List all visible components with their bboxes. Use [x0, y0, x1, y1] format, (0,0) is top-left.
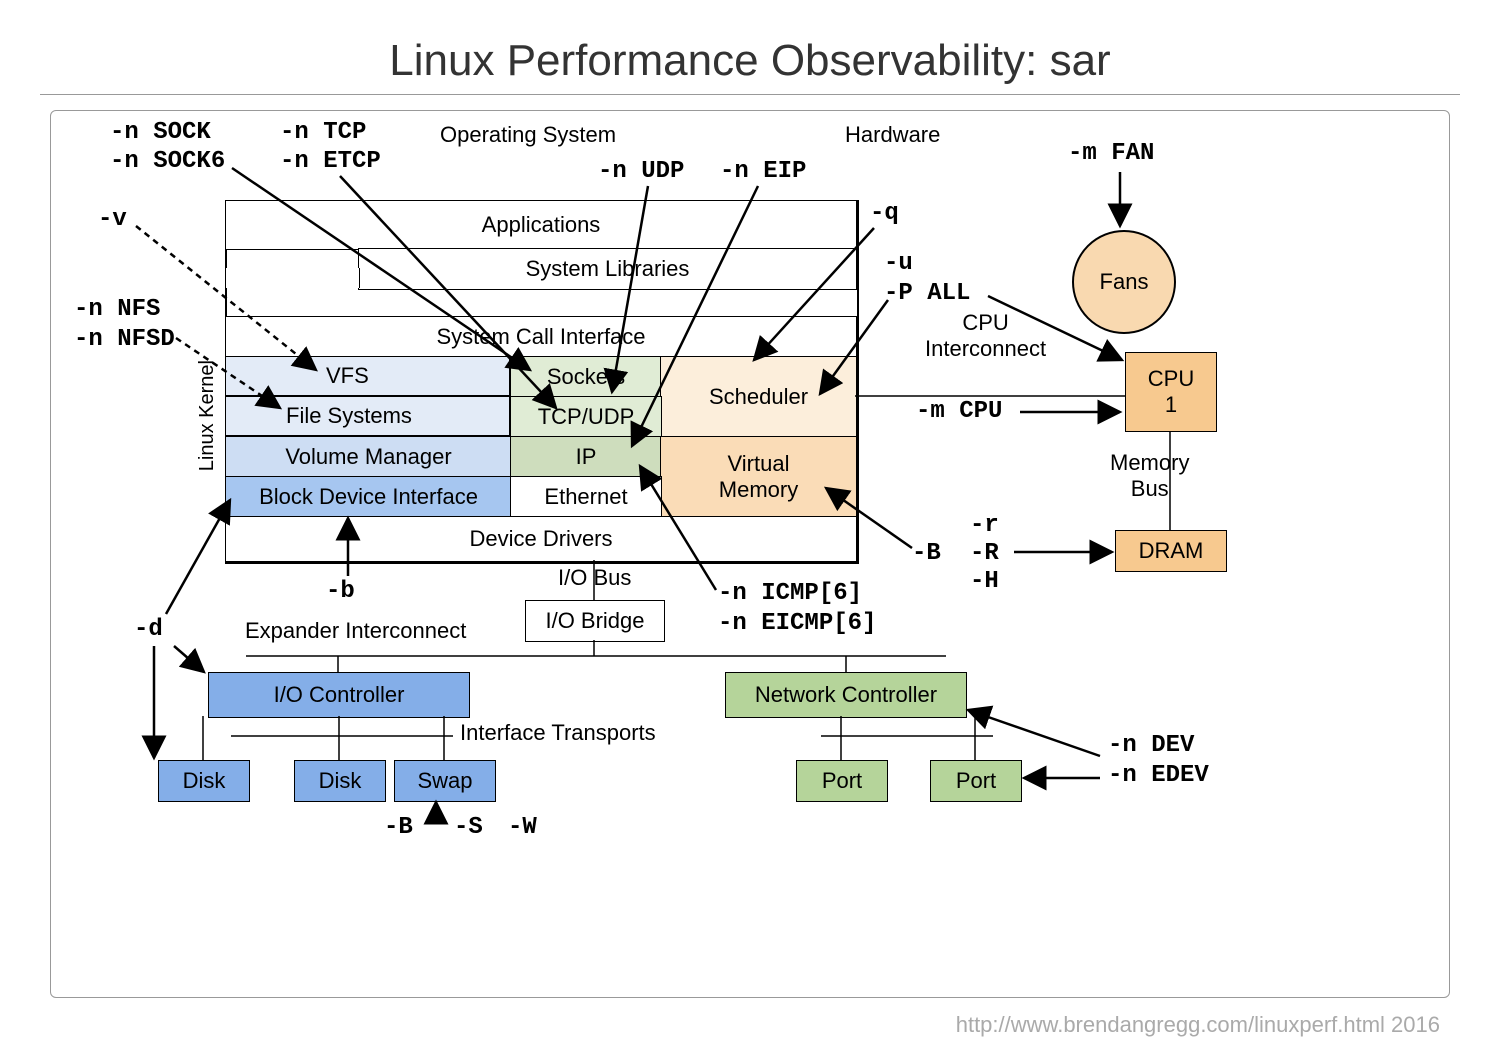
interface-transports-label: Interface Transports — [460, 720, 656, 746]
os-label: Operating System — [440, 122, 616, 148]
hw-label: Hardware — [845, 122, 940, 148]
expander-label: Expander Interconnect — [245, 618, 466, 644]
cmd-nfsd: -n NFSD — [74, 326, 175, 353]
disk-box-1: Disk — [158, 760, 250, 802]
cmd-eicmp: -n EICMP[6] — [718, 610, 876, 637]
cmd-mcpu: -m CPU — [916, 398, 1002, 425]
cmd-d: -d — [134, 616, 163, 643]
fans-circle: Fans — [1072, 230, 1176, 334]
cmd-icmp: -n ICMP[6] — [718, 580, 862, 607]
blockdev-box: Block Device Interface — [225, 476, 512, 518]
cmd-pall: -P ALL — [884, 280, 970, 307]
vfs-box: VFS — [225, 356, 510, 396]
cmd-udp: -n UDP — [598, 158, 684, 185]
cmd-B2: -B — [912, 540, 941, 567]
io-controller-box: I/O Controller — [208, 672, 470, 718]
cmd-eip: -n EIP — [720, 158, 806, 185]
applications-box: Applications — [225, 200, 857, 250]
cmd-edev: -n EDEV — [1108, 762, 1209, 789]
cmd-nfs: -n NFS — [74, 296, 160, 323]
tcpudp-box: TCP/UDP — [510, 396, 662, 438]
cmd-dev: -n DEV — [1108, 732, 1194, 759]
disk-box-2: Disk — [294, 760, 386, 802]
footer-url: http://www.brendangregg.com/linuxperf.ht… — [956, 1012, 1440, 1038]
ip-box: IP — [510, 436, 662, 478]
cmd-sock: -n SOCK — [110, 119, 211, 146]
linux-kernel-label: Linux Kernel — [196, 360, 219, 471]
virtmem-box: Virtual Memory — [660, 436, 857, 518]
cmd-tcp: -n TCP — [280, 119, 366, 146]
memory-bus-label: Memory Bus — [1110, 450, 1189, 502]
filesystems-box: File Systems — [225, 396, 510, 436]
dram-box: DRAM — [1115, 530, 1227, 572]
cmd-etcp: -n ETCP — [280, 148, 381, 175]
cmd-b: -b — [326, 578, 355, 605]
syscall-box: System Call Interface — [225, 316, 857, 358]
syslib-spacer — [225, 268, 360, 288]
title-rule — [40, 94, 1460, 95]
port-box-2: Port — [930, 760, 1022, 802]
io-bridge-box: I/O Bridge — [525, 600, 665, 642]
cmd-R: -R — [970, 540, 999, 567]
cmd-u: -u — [884, 250, 913, 277]
cmd-q: -q — [870, 200, 899, 227]
cpu-interconnect-label: CPU Interconnect — [925, 310, 1046, 362]
page-title: Linux Performance Observability: sar — [0, 36, 1500, 86]
cmd-v: -v — [98, 206, 127, 233]
io-bus-label: I/O Bus — [558, 565, 631, 591]
scheduler-box: Scheduler — [660, 356, 857, 438]
drivers-box: Device Drivers — [225, 516, 857, 562]
cmd-sock6: -n SOCK6 — [110, 148, 225, 175]
cmd-B: -B — [384, 814, 413, 841]
ethernet-box: Ethernet — [510, 476, 662, 518]
swap-box: Swap — [394, 760, 496, 802]
cmd-S: -S — [454, 814, 483, 841]
cpu-box: CPU 1 — [1125, 352, 1217, 432]
volmgr-box: Volume Manager — [225, 436, 512, 478]
sockets-box: Sockets — [510, 356, 662, 398]
port-box-1: Port — [796, 760, 888, 802]
system-libraries-box: System Libraries — [358, 248, 857, 290]
cmd-mfan: -m FAN — [1068, 140, 1154, 167]
network-controller-box: Network Controller — [725, 672, 967, 718]
cmd-H: -H — [970, 568, 999, 595]
cmd-r: -r — [970, 512, 999, 539]
cmd-W: -W — [508, 814, 537, 841]
